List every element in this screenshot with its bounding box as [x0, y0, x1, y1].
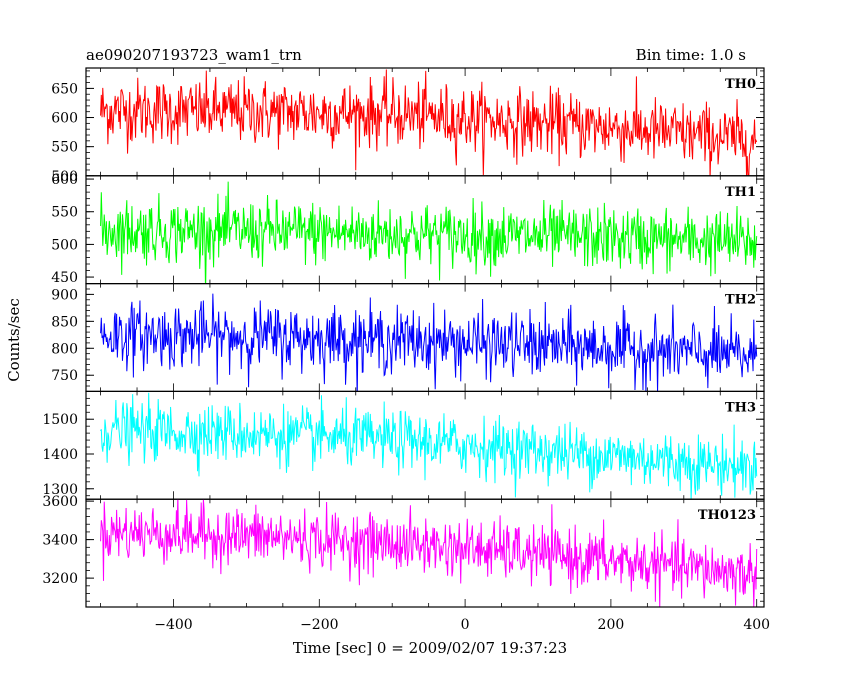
y-tick-label: 600 [51, 111, 78, 127]
y-tick-label: 500 [51, 237, 78, 253]
chart-title: ae090207193723_wam1_trn [86, 46, 302, 64]
panel-th1: 450 500 550 600 TH1 [51, 172, 765, 286]
bin-time-label: Bin time: 1.0 s [636, 46, 746, 64]
series-line-th3 [100, 392, 758, 500]
panel-label-th1: TH1 [725, 185, 756, 200]
y-tick-label: 500 [51, 169, 78, 185]
y-tick-label: 600 [51, 172, 78, 188]
panel-frame [85, 498, 765, 608]
series-line-th0123 [100, 499, 758, 608]
y-tick-label: 3400 [42, 533, 78, 549]
series-line-th1 [100, 181, 758, 284]
y-tick-label: 3600 [42, 494, 78, 510]
y-tick-label: 900 [51, 287, 78, 303]
panel-th2: 750 800 850 900 TH2 [51, 283, 765, 393]
y-tick-label: 450 [51, 270, 78, 286]
x-tick-label: 400 [743, 617, 770, 633]
y-tick-label: 1300 [42, 482, 78, 498]
panel-th0: 500 550 600 650 TH0 [51, 67, 765, 185]
y-tick-label: 650 [51, 81, 78, 97]
panel-th3: 1300 1400 1500 TH3 [42, 390, 765, 500]
x-tick-label: −200 [300, 617, 338, 633]
x-tick-label: −400 [154, 617, 192, 633]
panel-label-th2: TH2 [725, 293, 756, 308]
panels-group: 500 550 600 650 TH0 450 500 550 600 TH1 750 800 850 9… [42, 67, 765, 608]
y-tick-label: 550 [51, 205, 78, 221]
y-tick-label: 1500 [42, 412, 78, 428]
y-tick-label: 750 [51, 368, 78, 384]
x-tick-label: 0 [461, 617, 470, 633]
panel-th0123: 3200 3400 3600 TH0123 [42, 494, 765, 608]
y-axis-label: Counts/sec [5, 298, 23, 382]
y-tick-label: 1400 [42, 447, 78, 463]
x-tick-label: 200 [598, 617, 625, 633]
x-axis: −400 −200 0 200 400 [154, 617, 770, 633]
y-tick-label: 800 [51, 341, 78, 357]
panel-label-th3: TH3 [725, 400, 756, 415]
y-tick-label: 550 [51, 140, 78, 156]
panel-label-th0123: TH0123 [698, 508, 756, 523]
series-line-th0 [100, 69, 758, 176]
y-tick-label: 3200 [42, 571, 78, 587]
x-axis-label: Time [sec] 0 = 2009/02/07 19:37:23 [293, 639, 567, 657]
panel-label-th0: TH0 [725, 77, 756, 92]
y-tick-label: 850 [51, 314, 78, 330]
series-line-th2 [100, 293, 758, 392]
